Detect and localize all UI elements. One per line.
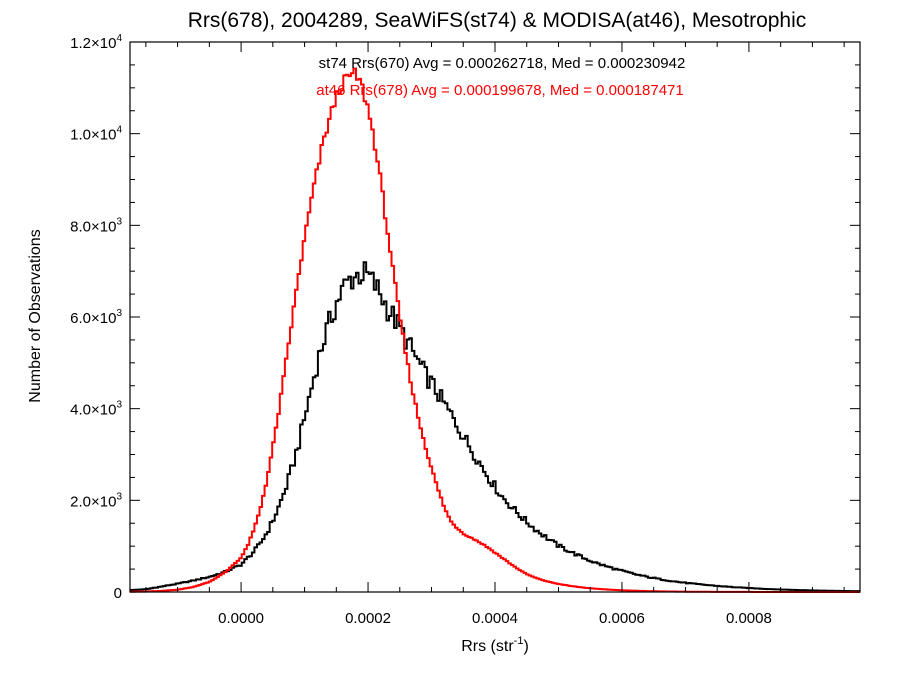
y-tick-label: 6.0×103	[70, 308, 122, 327]
x-tick-label: 0.0000	[218, 610, 264, 627]
x-axis-label-close: )	[523, 638, 528, 655]
y-tick-label: 8.0×103	[70, 216, 122, 235]
x-axis-label: Rrs (str-1)	[461, 635, 529, 655]
x-tick-label: 0.0008	[726, 610, 772, 627]
y-tick-label: 4.0×103	[70, 400, 122, 419]
chart-title: Rrs(678), 2004289, SeaWiFS(st74) & MODIS…	[188, 9, 807, 32]
x-tick-label: 0.0004	[472, 610, 518, 627]
series-layer	[130, 67, 860, 593]
y-tick-label: 1.2×104	[70, 33, 122, 52]
annotation-at46: at46 Rrs(678) Avg = 0.000199678, Med = 0…	[316, 82, 684, 99]
annotation-st74: st74 Rrs(670) Avg = 0.000262718, Med = 0…	[319, 55, 686, 72]
y-tick-label: 0	[114, 585, 122, 602]
x-axis-label-sup: -1	[514, 635, 524, 647]
y-tick-label: 1.0×104	[70, 125, 122, 144]
x-tick-label: 0.0002	[345, 610, 391, 627]
x-axis-label-main: Rrs (str	[461, 638, 514, 655]
y-axis-label: Number of Observations	[27, 229, 44, 402]
y-tick-label: 2.0×103	[70, 491, 122, 510]
ticks-layer: 0.0000 0.0002 0.0004 0.0006 0.0008 0 2.0×103 4.…	[70, 33, 860, 627]
plot-frame	[129, 41, 861, 593]
series-line-at46	[130, 67, 860, 593]
plot-area: 0.0000 0.0002 0.0004 0.0006 0.0008 0 2.0×103 4.…	[70, 33, 861, 627]
x-tick-label: 0.0006	[599, 610, 645, 627]
series-line-st74	[130, 261, 860, 593]
